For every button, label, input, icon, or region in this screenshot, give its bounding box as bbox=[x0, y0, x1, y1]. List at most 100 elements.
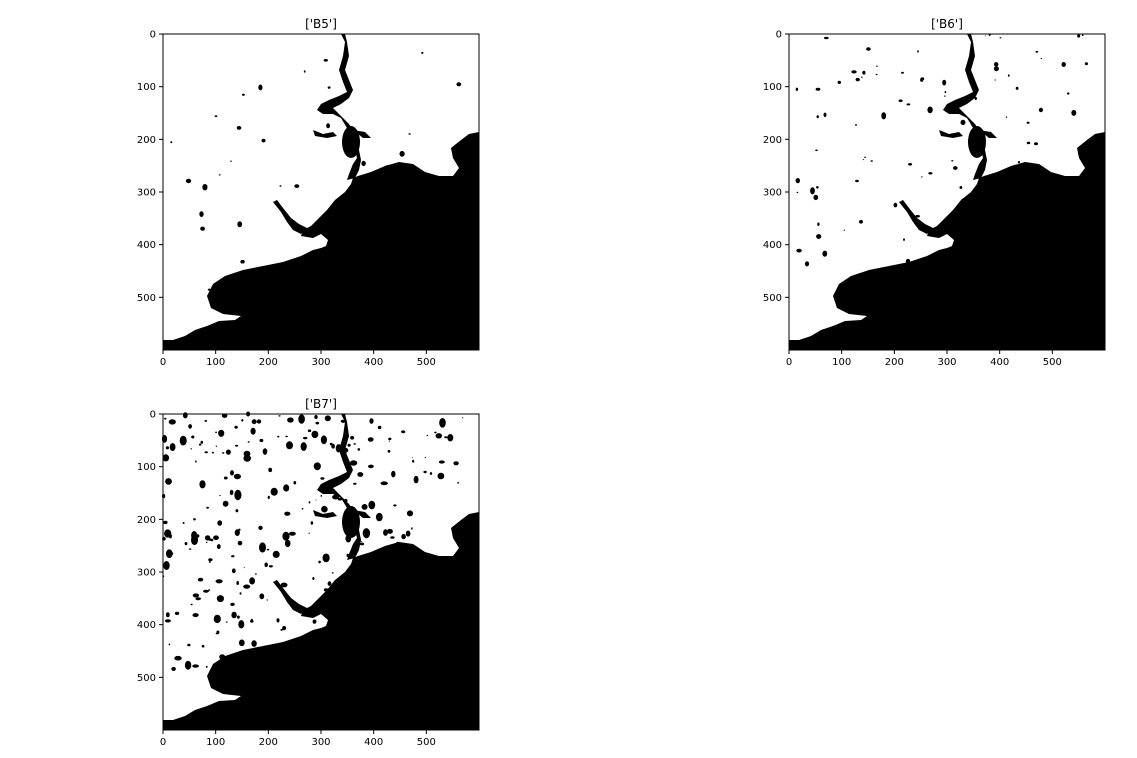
speckle bbox=[367, 437, 374, 442]
speckle bbox=[165, 478, 172, 485]
speckle bbox=[213, 614, 221, 624]
speckle bbox=[823, 112, 827, 118]
speckle bbox=[411, 527, 413, 530]
speckle bbox=[893, 202, 898, 208]
speckle bbox=[242, 93, 245, 96]
speckle bbox=[344, 498, 348, 503]
speckle bbox=[399, 560, 405, 565]
speckle bbox=[862, 159, 865, 161]
speckle bbox=[837, 80, 841, 84]
speckle bbox=[383, 529, 388, 536]
speckle bbox=[938, 228, 943, 234]
speckle bbox=[243, 450, 251, 457]
speckle bbox=[1061, 62, 1066, 67]
speckle bbox=[258, 84, 263, 91]
speckle bbox=[870, 160, 873, 162]
y-tick-label: 300 bbox=[763, 188, 782, 199]
speckle bbox=[315, 499, 317, 501]
axis-ticks: 0 100 200 300 400 500 0 100 200 300 400 500 bbox=[763, 30, 1062, 369]
y-tick-label: 400 bbox=[137, 620, 156, 631]
speckle bbox=[314, 415, 318, 419]
speckle bbox=[168, 419, 176, 425]
speckle bbox=[795, 87, 799, 91]
speckle bbox=[312, 619, 317, 624]
speckle bbox=[421, 51, 424, 54]
speckle bbox=[961, 198, 965, 204]
speckle bbox=[208, 561, 212, 563]
axis-ticks: 0 100 200 300 400 500 0 100 200 300 400 500 bbox=[137, 410, 436, 749]
y-tick-label: 0 bbox=[776, 30, 782, 41]
speckle bbox=[327, 581, 332, 586]
speckle bbox=[259, 593, 265, 600]
x-tick-label: 300 bbox=[311, 357, 330, 368]
speckle bbox=[815, 87, 821, 91]
speckle bbox=[908, 163, 913, 166]
speckle bbox=[380, 481, 388, 486]
speckle bbox=[266, 548, 270, 551]
speckle bbox=[278, 415, 281, 417]
speckle bbox=[984, 35, 986, 37]
speckle bbox=[238, 639, 245, 647]
speckle bbox=[284, 511, 291, 516]
y-tick-label: 100 bbox=[137, 462, 156, 473]
speckle bbox=[399, 150, 405, 157]
speckle bbox=[215, 445, 217, 448]
speckle bbox=[351, 569, 358, 574]
speckle bbox=[374, 566, 377, 568]
speckle bbox=[283, 484, 290, 492]
speckle bbox=[851, 70, 857, 74]
speckle bbox=[362, 528, 371, 539]
speckle bbox=[323, 588, 329, 592]
speckle bbox=[284, 539, 291, 548]
speckle bbox=[230, 470, 234, 476]
speckle bbox=[218, 429, 225, 437]
speckle bbox=[795, 178, 800, 184]
speckle bbox=[282, 531, 290, 541]
speckle bbox=[906, 103, 911, 106]
speckle bbox=[216, 595, 224, 603]
speckle bbox=[272, 550, 280, 558]
speckle bbox=[423, 470, 427, 474]
y-tick-label: 200 bbox=[137, 135, 156, 146]
speckle bbox=[219, 654, 226, 660]
speckle bbox=[351, 139, 355, 143]
speckle bbox=[169, 443, 176, 452]
speckle bbox=[164, 417, 167, 420]
speckle bbox=[211, 451, 214, 454]
speckle bbox=[164, 529, 172, 538]
panel-b5: 0 100 200 300 400 500 0 100 200 300 400 500 ['B5'] bbox=[137, 17, 480, 368]
speckle bbox=[277, 435, 280, 438]
speckle bbox=[198, 443, 202, 446]
speckle bbox=[353, 443, 356, 445]
speckle bbox=[360, 541, 363, 543]
speckle bbox=[353, 482, 357, 485]
speckle bbox=[200, 440, 204, 444]
speckle bbox=[162, 454, 170, 462]
x-tick-label: 500 bbox=[417, 357, 436, 368]
x-tick-label: 500 bbox=[1043, 357, 1062, 368]
speckle bbox=[307, 429, 312, 432]
speckle bbox=[439, 418, 446, 428]
speckle bbox=[270, 487, 278, 496]
speckle bbox=[917, 50, 919, 53]
speckle bbox=[237, 615, 240, 619]
speckle bbox=[195, 597, 201, 601]
speckle bbox=[247, 441, 250, 443]
speckle bbox=[322, 213, 326, 219]
speckle bbox=[184, 660, 192, 670]
speckle bbox=[261, 138, 266, 143]
speckle bbox=[954, 244, 959, 248]
y-tick-label: 300 bbox=[137, 568, 156, 579]
speckle bbox=[221, 413, 228, 418]
speckle bbox=[855, 179, 859, 183]
speckle bbox=[286, 441, 293, 450]
speckle bbox=[199, 480, 206, 489]
speckle bbox=[426, 434, 429, 437]
speckle bbox=[331, 443, 335, 449]
speckle bbox=[234, 489, 242, 501]
speckle bbox=[239, 592, 242, 595]
x-tick-label: 100 bbox=[832, 357, 851, 368]
speckle bbox=[361, 504, 368, 510]
speckle bbox=[193, 518, 196, 521]
